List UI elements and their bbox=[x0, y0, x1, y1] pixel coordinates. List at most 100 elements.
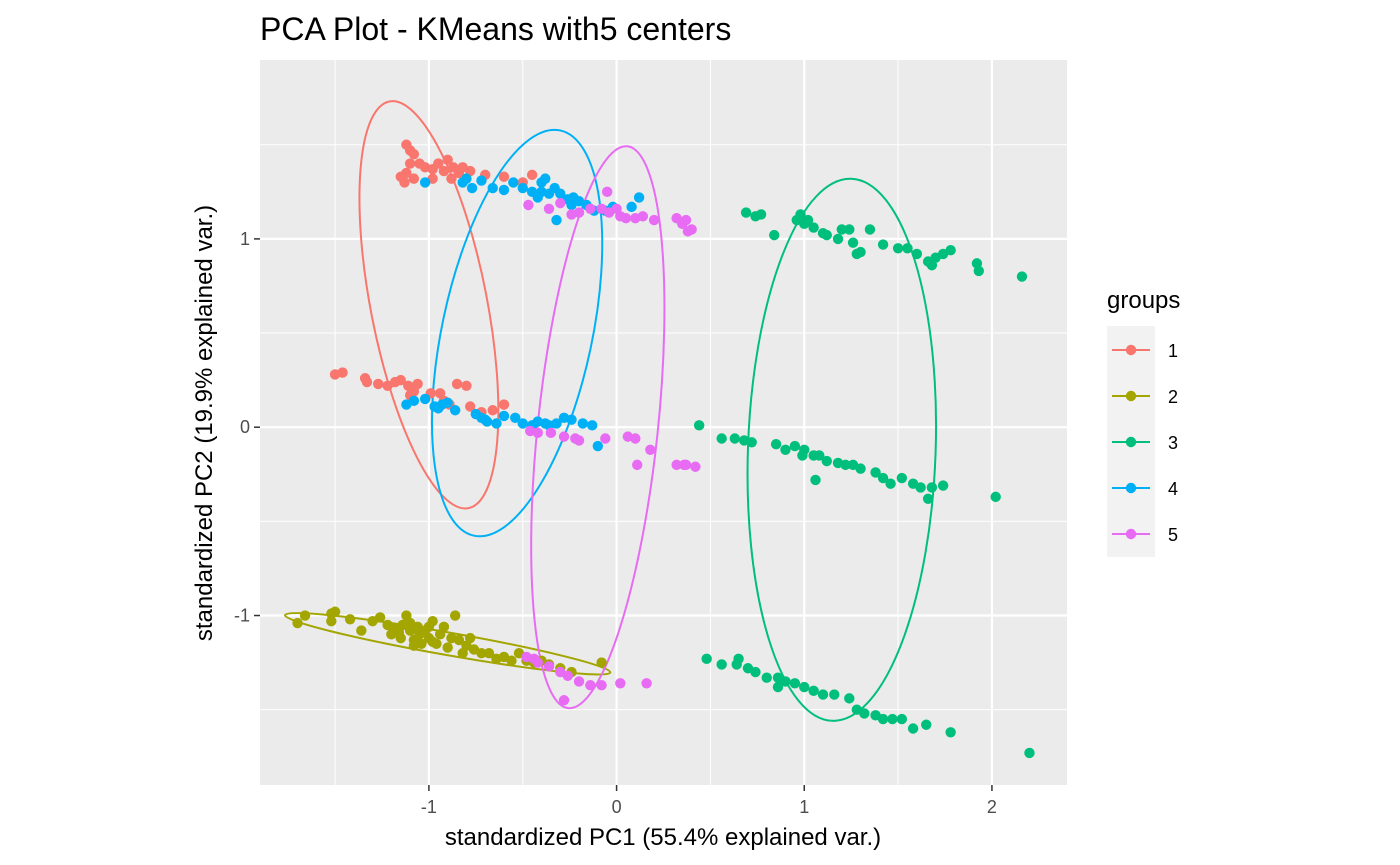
data-point-group-4 bbox=[536, 186, 547, 198]
data-point-group-1 bbox=[433, 158, 444, 169]
data-point-group-2 bbox=[453, 634, 465, 646]
data-point-group-3 bbox=[922, 493, 934, 504]
data-point-group-2 bbox=[374, 612, 386, 623]
data-point-group-3 bbox=[844, 224, 855, 235]
data-point-group-3 bbox=[772, 681, 784, 693]
data-point-group-4 bbox=[555, 188, 566, 199]
data-point-group-4 bbox=[466, 182, 478, 194]
data-point-group-5 bbox=[543, 203, 555, 214]
data-point-group-4 bbox=[592, 440, 604, 452]
data-point-group-2 bbox=[292, 617, 303, 629]
data-point-group-1 bbox=[526, 169, 538, 181]
data-point-group-4 bbox=[449, 405, 461, 416]
data-point-group-3 bbox=[829, 689, 840, 700]
data-point-group-5 bbox=[615, 678, 626, 689]
data-point-group-3 bbox=[1024, 747, 1035, 759]
data-point-group-3 bbox=[887, 713, 898, 725]
data-point-group-5 bbox=[558, 695, 570, 706]
data-point-group-2 bbox=[427, 636, 438, 648]
data-point-group-2 bbox=[596, 657, 607, 668]
data-point-group-5 bbox=[611, 203, 622, 214]
data-points bbox=[292, 139, 1035, 759]
data-point-group-3 bbox=[973, 265, 984, 277]
data-point-group-5 bbox=[585, 203, 596, 214]
data-point-group-3 bbox=[921, 719, 932, 730]
data-point-group-3 bbox=[1016, 271, 1028, 282]
y-tick-label: -1 bbox=[234, 606, 250, 626]
y-axis-title: standardized PC2 (19.9% explained var.) bbox=[191, 205, 218, 641]
data-point-group-2 bbox=[393, 627, 405, 638]
data-point-group-4 bbox=[442, 397, 453, 408]
data-point-group-1 bbox=[412, 378, 423, 390]
data-point-group-3 bbox=[864, 224, 876, 235]
data-point-group-5 bbox=[523, 199, 534, 211]
data-point-group-5 bbox=[562, 670, 573, 681]
y-tick-label: 0 bbox=[240, 417, 250, 437]
data-point-group-3 bbox=[810, 474, 821, 486]
data-point-group-3 bbox=[915, 482, 926, 493]
data-point-group-5 bbox=[630, 433, 641, 444]
cluster-ellipse-1 bbox=[358, 100, 500, 510]
data-point-group-5 bbox=[690, 461, 701, 472]
data-point-group-3 bbox=[750, 666, 761, 678]
x-axis-title: standardized PC1 (55.4% explained var.) bbox=[445, 824, 881, 851]
data-point-group-3 bbox=[770, 438, 782, 450]
data-point-group-2 bbox=[423, 621, 435, 633]
data-point-group-1 bbox=[404, 145, 416, 156]
data-point-group-3 bbox=[755, 209, 767, 220]
legend-key-point-4 bbox=[1125, 482, 1137, 494]
data-point-group-1 bbox=[487, 405, 498, 416]
data-point-group-3 bbox=[926, 260, 938, 271]
y-tick-label: 1 bbox=[240, 229, 250, 249]
data-point-group-4 bbox=[517, 418, 528, 429]
data-point-group-4 bbox=[626, 201, 637, 213]
chart-title: PCA Plot - KMeans with5 centers bbox=[260, 11, 731, 47]
data-point-group-1 bbox=[446, 173, 457, 184]
data-point-group-3 bbox=[733, 653, 744, 665]
data-point-group-5 bbox=[596, 679, 607, 691]
data-point-group-3 bbox=[814, 450, 825, 461]
data-point-group-3 bbox=[911, 248, 923, 260]
data-point-group-5 bbox=[573, 207, 585, 218]
data-point-group-2 bbox=[329, 606, 341, 617]
data-point-group-5 bbox=[573, 435, 585, 446]
data-point-group-5 bbox=[641, 678, 652, 689]
data-point-group-1 bbox=[498, 399, 510, 410]
data-point-group-5 bbox=[671, 459, 682, 471]
data-point-group-3 bbox=[716, 659, 727, 670]
data-point-group-3 bbox=[821, 455, 832, 467]
data-point-group-4 bbox=[498, 410, 510, 422]
data-point-group-2 bbox=[404, 617, 416, 629]
data-point-group-3 bbox=[769, 229, 780, 241]
x-axis: -1 0 1 2 bbox=[421, 785, 997, 817]
data-point-group-3 bbox=[789, 678, 801, 689]
data-point-group-1 bbox=[498, 171, 510, 182]
data-point-group-3 bbox=[937, 480, 949, 491]
data-point-group-4 bbox=[461, 173, 472, 184]
data-point-group-3 bbox=[859, 708, 870, 719]
data-point-group-5 bbox=[637, 211, 649, 222]
cluster-ellipse-4 bbox=[430, 128, 604, 538]
x-tick-label: -1 bbox=[421, 797, 437, 817]
data-point-group-2 bbox=[464, 632, 476, 644]
data-point-group-5 bbox=[645, 444, 656, 456]
data-point-group-3 bbox=[797, 450, 808, 461]
data-point-group-1 bbox=[461, 380, 472, 391]
data-point-group-4 bbox=[566, 414, 577, 425]
data-point-group-1 bbox=[337, 367, 348, 378]
data-point-group-3 bbox=[945, 244, 956, 256]
data-point-group-1 bbox=[399, 177, 410, 188]
data-point-group-3 bbox=[840, 459, 851, 471]
cluster-ellipse-2 bbox=[284, 612, 612, 676]
legend-title: groups bbox=[1107, 287, 1180, 314]
data-point-group-5 bbox=[532, 427, 543, 439]
data-point-group-4 bbox=[510, 412, 521, 423]
data-point-group-3 bbox=[855, 463, 866, 474]
data-point-group-2 bbox=[438, 621, 450, 633]
data-point-group-3 bbox=[799, 681, 810, 693]
data-point-group-3 bbox=[902, 243, 913, 254]
data-point-group-1 bbox=[451, 378, 463, 390]
data-point-group-3 bbox=[907, 723, 919, 734]
data-point-group-2 bbox=[483, 647, 495, 659]
data-point-group-5 bbox=[543, 661, 555, 672]
